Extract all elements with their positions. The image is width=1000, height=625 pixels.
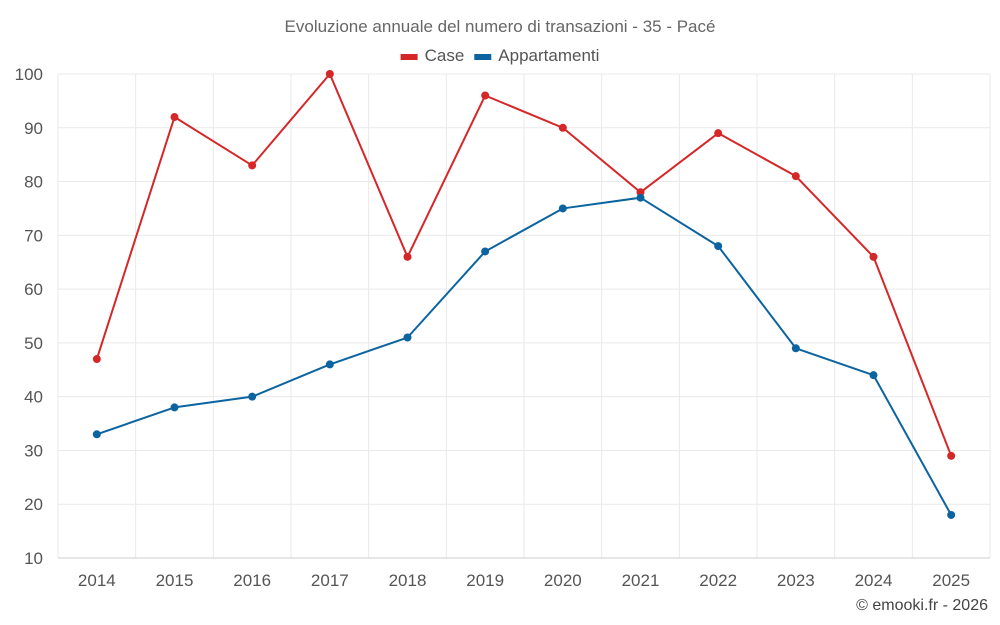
series-group	[92, 70, 956, 519]
series-appartamenti	[92, 193, 956, 519]
x-tick-label: 2017	[311, 571, 349, 590]
data-point-appartamenti[interactable]	[869, 371, 878, 380]
data-point-case[interactable]	[92, 355, 101, 364]
legend-item-case[interactable]: Case	[400, 46, 465, 65]
data-point-case[interactable]	[170, 113, 179, 122]
data-point-appartamenti[interactable]	[92, 430, 101, 439]
legend-label: Case	[425, 46, 465, 65]
y-tick-label: 70	[24, 226, 43, 245]
x-axis-ticks: 2014 2015 2016 2017 2018 2019 2020 2021 2022 2023…	[78, 571, 970, 590]
legend-item-appartamenti[interactable]: Appartamenti	[474, 46, 599, 65]
data-point-case[interactable]	[248, 161, 257, 170]
data-point-appartamenti[interactable]	[947, 510, 956, 519]
x-tick-label: 2019	[466, 571, 504, 590]
y-tick-label: 100	[15, 65, 43, 84]
data-point-case[interactable]	[325, 70, 334, 78]
data-point-appartamenti[interactable]	[791, 344, 800, 353]
y-tick-label: 90	[24, 119, 43, 138]
series-line-appartamenti	[96, 196, 953, 516]
x-tick-label: 2024	[855, 571, 893, 590]
data-point-case[interactable]	[947, 451, 956, 460]
legend: Case Appartamenti	[400, 46, 599, 65]
data-point-appartamenti[interactable]	[558, 204, 567, 213]
data-point-appartamenti[interactable]	[403, 333, 412, 342]
y-tick-label: 60	[24, 280, 43, 299]
legend-swatch	[474, 54, 492, 60]
chart-title: Evoluzione annuale del numero di transaz…	[285, 17, 716, 36]
x-tick-label: 2025	[932, 571, 970, 590]
series-line-case	[95, 73, 953, 457]
data-point-appartamenti[interactable]	[170, 403, 179, 412]
x-tick-label: 2020	[544, 571, 582, 590]
x-tick-label: 2015	[156, 571, 194, 590]
x-tick-label: 2018	[389, 571, 427, 590]
y-tick-label: 20	[24, 495, 43, 514]
grid-lines	[57, 73, 991, 559]
data-point-appartamenti[interactable]	[248, 392, 257, 401]
y-axis-ticks: 10 20 30 40 50 60 70 80 90 100	[15, 65, 43, 568]
x-tick-label: 2021	[622, 571, 660, 590]
y-tick-label: 80	[24, 173, 43, 192]
data-point-appartamenti[interactable]	[714, 242, 723, 251]
data-point-appartamenti[interactable]	[325, 360, 334, 369]
data-point-case[interactable]	[403, 252, 412, 261]
data-point-appartamenti[interactable]	[481, 247, 490, 256]
data-point-case[interactable]	[714, 129, 723, 138]
data-point-case[interactable]	[869, 252, 878, 261]
x-tick-label: 2014	[78, 571, 116, 590]
y-tick-label: 30	[24, 441, 43, 460]
data-point-case[interactable]	[481, 91, 490, 100]
y-tick-label: 50	[24, 334, 43, 353]
x-tick-label: 2022	[699, 571, 737, 590]
y-tick-label: 40	[24, 388, 43, 407]
x-tick-label: 2016	[233, 571, 271, 590]
data-point-appartamenti[interactable]	[636, 193, 645, 202]
legend-swatch	[400, 54, 418, 60]
data-point-case[interactable]	[791, 172, 800, 181]
data-point-case[interactable]	[558, 123, 567, 132]
y-tick-label: 10	[24, 549, 43, 568]
x-tick-label: 2023	[777, 571, 815, 590]
credit-text: © emooki.fr - 2026	[856, 597, 988, 614]
legend-label: Appartamenti	[498, 46, 599, 65]
